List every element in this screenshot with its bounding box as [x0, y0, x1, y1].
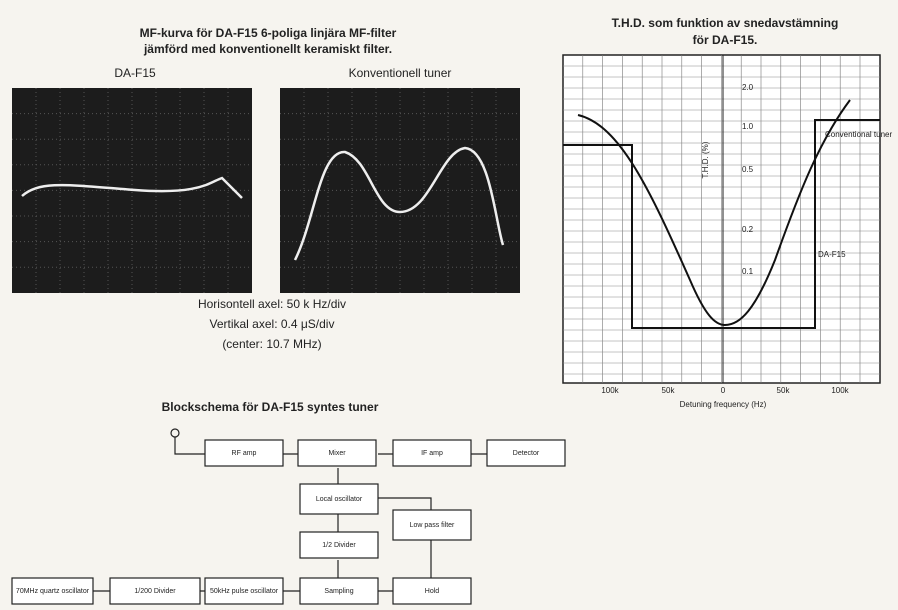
block [299, 577, 379, 605]
block-label: Local oscillator [316, 496, 363, 503]
x-axis-label: Detuning frequency (Hz) [680, 400, 767, 409]
curve-label: Conventional tuner [825, 130, 892, 139]
x-tick-label: 50k [662, 386, 676, 395]
block-label: RF amp [232, 450, 257, 457]
x-tick-label: 50k [777, 386, 791, 395]
block-label: 1/200 Divider [134, 588, 176, 595]
block [299, 483, 379, 515]
block [299, 531, 379, 559]
y-tick-label: 1.0 [742, 122, 754, 131]
response-curve [293, 146, 505, 261]
response-curve [21, 176, 243, 199]
axis-note: (center: 10.7 MHz) [222, 337, 321, 351]
block [297, 439, 377, 467]
y-tick-label: 0.5 [742, 165, 754, 174]
x-tick-label: 100k [831, 386, 849, 395]
y-axis-label: T.H.D. (%) [701, 141, 710, 178]
block-label: 1/2 Divider [322, 542, 356, 549]
block [204, 439, 284, 467]
block-label: 50kHz pulse oscillator [210, 588, 279, 595]
panel-label: DA-F15 [114, 66, 156, 80]
y-tick-label: 2.0 [742, 83, 754, 92]
scope-panel [280, 88, 520, 293]
block [392, 509, 472, 541]
block-label: Hold [425, 588, 440, 595]
connectors [93, 428, 487, 592]
block [486, 439, 566, 467]
conventional-curve [563, 119, 880, 329]
block-label: Sampling [324, 588, 353, 595]
heading: MF-kurva för DA-F15 6-poliga linjära MF-… [140, 26, 397, 40]
heading: för DA-F15. [693, 33, 758, 47]
block-label: Low pass filter [410, 522, 455, 529]
x-tick-label: 0 [721, 386, 726, 395]
curve-label: DA-F15 [818, 250, 846, 259]
panel-label: Konventionell tuner [349, 66, 452, 80]
block-label: Mixer [328, 450, 346, 457]
block-label: Detector [513, 450, 540, 457]
axis-note: Vertikal axel: 0.4 μS/div [210, 317, 335, 331]
block [109, 577, 201, 605]
heading: T.H.D. som funktion av snedavstämning [612, 16, 839, 30]
block-label: 70MHz quartz oscillator [16, 588, 90, 595]
y-tick-label: 0.2 [742, 225, 754, 234]
block [392, 577, 472, 605]
da-f15-curve [577, 99, 851, 327]
heading: Blockschema för DA-F15 syntes tuner [162, 400, 379, 414]
block [11, 577, 94, 605]
y-tick-label: 0.1 [742, 267, 754, 276]
block-label: IF amp [421, 450, 443, 457]
block [392, 439, 472, 467]
plot-grid [562, 54, 881, 384]
x-tick-label: 100k [601, 386, 619, 395]
block [204, 577, 284, 605]
heading: jämförd med konventionellt keramiskt fil… [143, 42, 392, 56]
axis-note: Horisontell axel: 50 k Hz/div [198, 297, 346, 311]
